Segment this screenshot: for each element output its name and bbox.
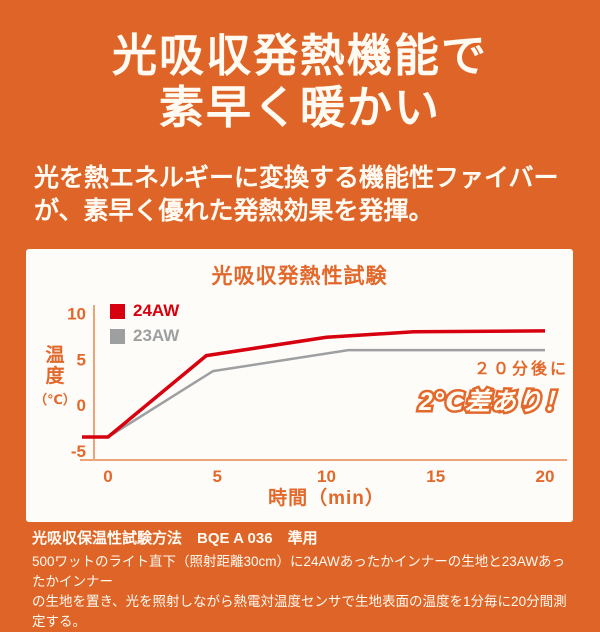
result-callout: ２０分後に 2℃差あり！: [419, 355, 569, 418]
footer-description-line-2: の生地を置き、光を照射しながら熱電対温度センサで生地表面の温度を1分毎に20分間…: [32, 594, 567, 629]
subtitle: 光を熱エネルギーに変換する機能性ファイバー が、素早く優れた発熱効果を発揮。: [34, 162, 580, 228]
subtitle-line-1: 光を熱エネルギーに変換する機能性ファイバー: [34, 164, 559, 192]
y-tick-label: 10: [67, 305, 86, 324]
chart-title: 光吸収発熱性試験: [211, 265, 388, 288]
y-axis-label-char-2: 度: [45, 366, 65, 387]
legend-item-23aw: 23AW: [110, 326, 179, 346]
x-tick-label: 0: [103, 467, 112, 486]
x-tick-label: 10: [317, 467, 336, 486]
series-line-24aw: [82, 329, 546, 439]
y-tick-label: -5: [71, 442, 86, 461]
y-tick-label: 5: [77, 350, 86, 369]
legend-label-24aw: 24AW: [133, 301, 180, 320]
y-tick-label: 0: [77, 396, 86, 415]
x-tick-label: 15: [426, 467, 445, 486]
hero-title-line-1: 光吸収発熱機能で: [111, 30, 488, 81]
legend-item-24aw: 24AW: [110, 301, 179, 321]
y-axis-label-unit: （℃）: [34, 392, 76, 407]
chart-panel: 光吸収発熱性試験 0 5 10 15 20 10 5 0 -5 24AW 23AW 温 度 （℃…: [26, 249, 573, 522]
x-axis-label: 時間（min）: [268, 488, 385, 509]
footer-description-line-1: 500ワットのライト直下（照射距離30cm）に24AWあったかインナーの生地と2…: [32, 554, 566, 589]
footer-note: 光吸収保温性試験方法 BQE A 036 準用 500ワットのライト直下（照射距…: [32, 527, 574, 632]
subtitle-line-2: が、素早く優れた発熱効果を発揮。: [34, 197, 434, 225]
chart-legend: 24AW 23AW: [110, 301, 179, 346]
callout-line-1: ２０分後に: [473, 361, 569, 378]
hero-title: 光吸収発熱機能で 素早く暖かい: [0, 30, 600, 134]
legend-swatch-23aw: [110, 328, 125, 344]
footer-method: 光吸収保温性試験方法 BQE A 036 準用: [32, 530, 318, 547]
legend-swatch-24aw: [110, 303, 125, 319]
y-axis-label-char-1: 温: [45, 345, 65, 366]
y-axis-label: 温 度 （℃）: [34, 345, 76, 410]
chart-svg: 0 5 10 15 20 10 5 0 -5: [67, 305, 567, 486]
legend-label-23aw: 23AW: [133, 326, 180, 345]
chart-area: 0 5 10 15 20 10 5 0 -5 24AW 23AW 温 度 （℃） 時間（min）…: [26, 289, 573, 522]
ad-background: { "hero": { "line1": "光吸収発熱機能で", "line2"…: [0, 0, 600, 600]
x-tick-label: 5: [213, 467, 222, 486]
hero-title-line-2: 素早く暖かい: [158, 82, 441, 133]
callout-line-2: 2℃差あり！: [419, 382, 569, 418]
x-tick-label: 20: [536, 467, 555, 486]
